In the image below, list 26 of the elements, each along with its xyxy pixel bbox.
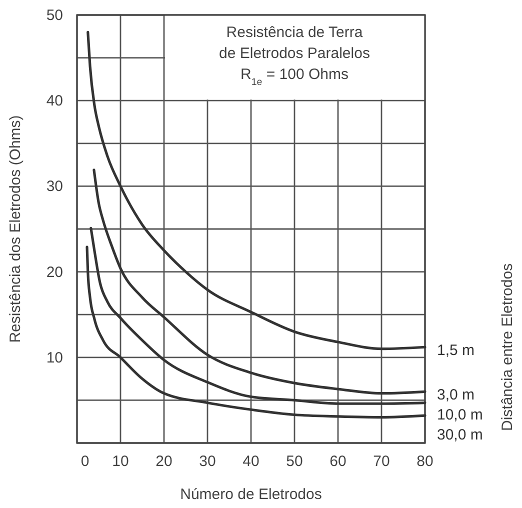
x-tick-label: 70 [373,453,390,470]
y-tick-label: 10 [46,349,63,366]
x-tick-label: 20 [156,453,172,470]
x-tick-label: 40 [242,453,260,470]
series-label: 3,0 m [437,386,475,404]
y-axis-title: Resistência dos Eletrodos (Ohms) [7,115,24,343]
line-series [86,246,426,419]
series-label: 30,0 m [437,426,483,444]
y-tick-label: 40 [46,92,63,110]
text: Resistência de Terra de Eletrodos Paralelos [219,24,370,62]
y-tick-label: 30 [46,178,63,196]
x-tick-label: 80 [416,453,434,470]
x-tick-label: 0 [80,453,90,470]
x-tick-label: 30 [199,453,216,470]
y-tick-label: 20 [46,264,63,281]
series-label: 1,5 m [437,342,475,360]
legend-title: Distância entre Eletrodos [499,263,516,431]
line-series [92,168,426,395]
y-tick-label: 50 [46,7,63,24]
x-tick-label: 10 [112,453,129,470]
x-tick-label: 50 [286,453,303,470]
x-axis-title: Número de Eletrodos [180,486,322,503]
x-tick-label: 60 [330,453,346,470]
text: R$_{1e}$ = 100 Ohms [240,66,348,88]
line-series [90,226,426,405]
series-label: 10,0 m [437,406,483,424]
